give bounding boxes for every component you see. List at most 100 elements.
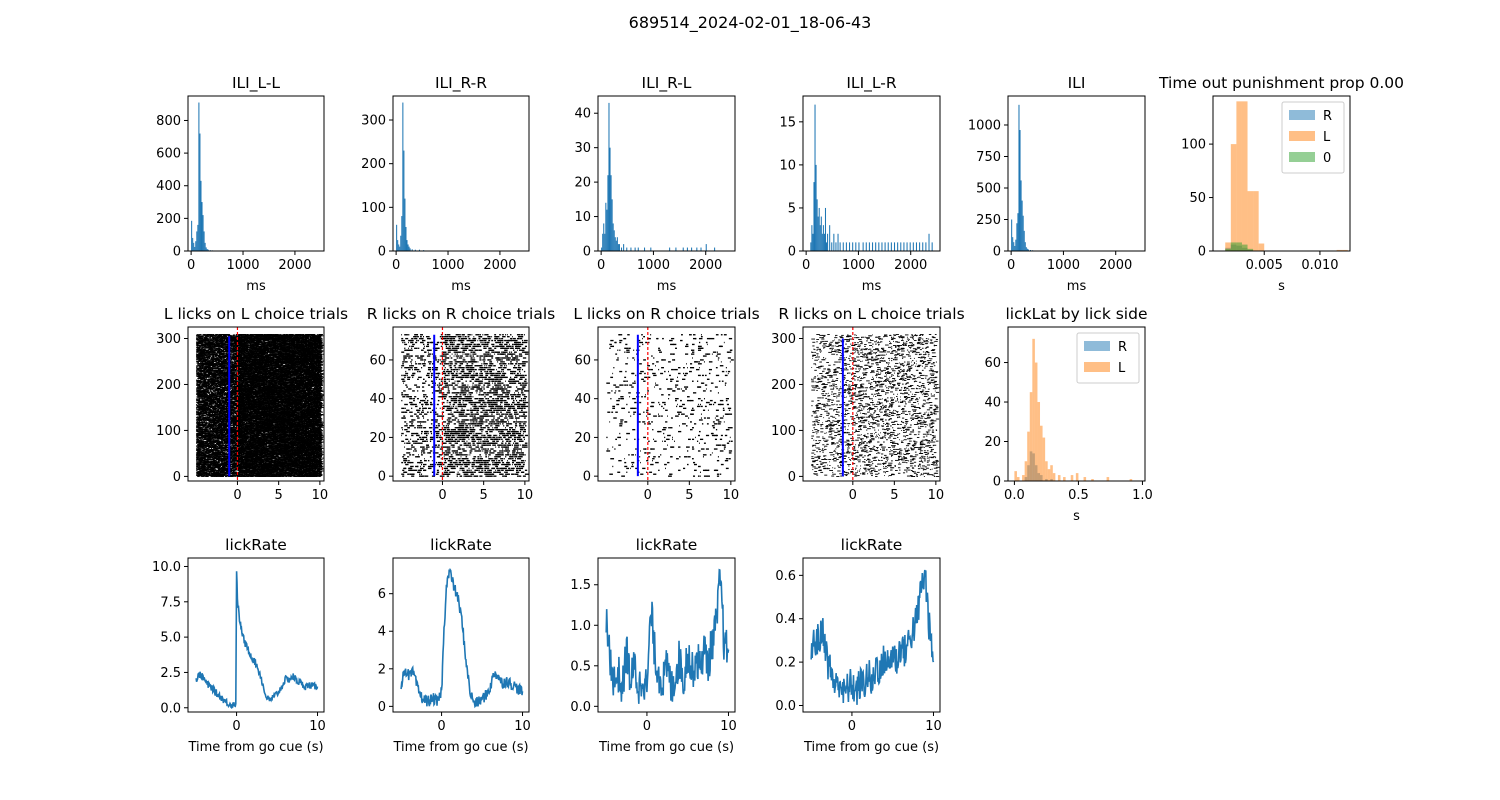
bar — [812, 233, 814, 251]
lick-mark — [281, 466, 283, 468]
lick-mark — [234, 463, 236, 465]
lick-mark — [234, 472, 237, 474]
lick-mark — [197, 469, 199, 471]
lick-mark — [281, 471, 284, 473]
lick-mark — [251, 473, 254, 475]
lick-mark — [274, 474, 278, 476]
lick-mark — [298, 465, 300, 467]
lick-mark — [246, 467, 250, 469]
bar — [1336, 249, 1343, 251]
lick-mark — [275, 474, 279, 476]
lick-mark — [312, 475, 314, 477]
lick-mark — [253, 463, 255, 465]
lick-mark — [232, 469, 235, 471]
lick-mark — [310, 465, 312, 467]
lick-mark — [319, 463, 323, 465]
lick-mark — [229, 470, 234, 471]
lick-mark — [309, 465, 312, 466]
lick-mark — [209, 464, 213, 466]
lick-mark — [272, 465, 277, 466]
lick-mark — [267, 463, 269, 465]
lick-mark — [289, 473, 291, 475]
lick-mark — [244, 467, 249, 469]
lick-mark — [218, 466, 221, 468]
bar — [875, 242, 877, 251]
lick-mark — [197, 475, 200, 477]
lick-mark — [224, 466, 226, 468]
plot-area — [1225, 101, 1348, 251]
lick-mark — [312, 463, 317, 465]
lick-mark — [223, 466, 226, 468]
bar — [1247, 248, 1254, 251]
lick-mark — [249, 467, 251, 469]
lick-mark — [302, 471, 304, 473]
lick-mark — [254, 468, 257, 470]
lick-mark — [282, 467, 285, 469]
lick-mark — [251, 467, 253, 469]
lick-mark — [226, 471, 229, 473]
lick-mark — [302, 473, 303, 475]
bar — [1011, 219, 1013, 251]
lick-mark — [214, 467, 216, 469]
lick-mark — [256, 472, 260, 474]
lick-mark — [249, 468, 252, 470]
lick-mark — [212, 467, 214, 469]
lick-mark — [250, 475, 253, 477]
lick-mark — [279, 464, 282, 466]
lick-mark — [278, 452, 280, 454]
lick-mark — [203, 475, 205, 477]
lick-mark — [287, 465, 289, 467]
lick-mark — [306, 476, 308, 477]
lick-mark — [294, 472, 295, 474]
lick-mark — [219, 469, 222, 471]
lick-mark — [258, 466, 261, 468]
lick-mark — [243, 473, 245, 475]
lick-mark — [222, 471, 227, 473]
lick-mark — [260, 464, 265, 466]
lick-mark — [264, 472, 266, 474]
lick-mark — [295, 467, 296, 469]
lick-mark — [312, 470, 315, 471]
lick-mark — [248, 465, 250, 467]
lick-mark — [297, 465, 299, 467]
lick-mark — [289, 464, 291, 466]
lick-mark — [244, 464, 247, 466]
lick-mark — [275, 472, 278, 474]
lick-mark — [247, 473, 249, 475]
lick-mark — [259, 475, 263, 477]
lick-mark — [304, 471, 305, 473]
lick-mark — [274, 469, 276, 471]
lick-mark — [229, 453, 234, 455]
lick-mark — [202, 472, 206, 474]
lick-mark — [242, 463, 244, 465]
lick-mark — [205, 464, 209, 466]
lick-mark — [258, 474, 260, 476]
x-axis-label: ms — [1067, 279, 1087, 294]
lick-mark — [284, 475, 286, 477]
lick-mark — [283, 464, 286, 466]
lick-mark — [284, 470, 286, 472]
lick-mark — [235, 469, 238, 471]
lick-mark — [265, 476, 269, 477]
lick-mark — [278, 474, 280, 476]
bar — [644, 247, 646, 251]
lick-mark — [235, 464, 237, 466]
lick-mark — [318, 468, 320, 470]
lick-mark — [213, 474, 217, 476]
bar — [818, 207, 820, 251]
bar — [845, 242, 847, 251]
lick-mark — [291, 472, 294, 474]
lick-mark — [319, 467, 324, 469]
lick-mark — [221, 464, 223, 466]
lick-mark — [289, 469, 291, 471]
lick-mark — [266, 467, 269, 469]
lick-mark — [293, 468, 296, 470]
lick-mark — [216, 465, 217, 467]
lick-mark — [251, 466, 253, 468]
y-tick-label: 0 — [583, 245, 591, 260]
lick-mark — [214, 470, 216, 471]
lick-mark — [291, 464, 292, 466]
lick-mark — [211, 467, 212, 469]
lick-mark — [303, 476, 306, 477]
